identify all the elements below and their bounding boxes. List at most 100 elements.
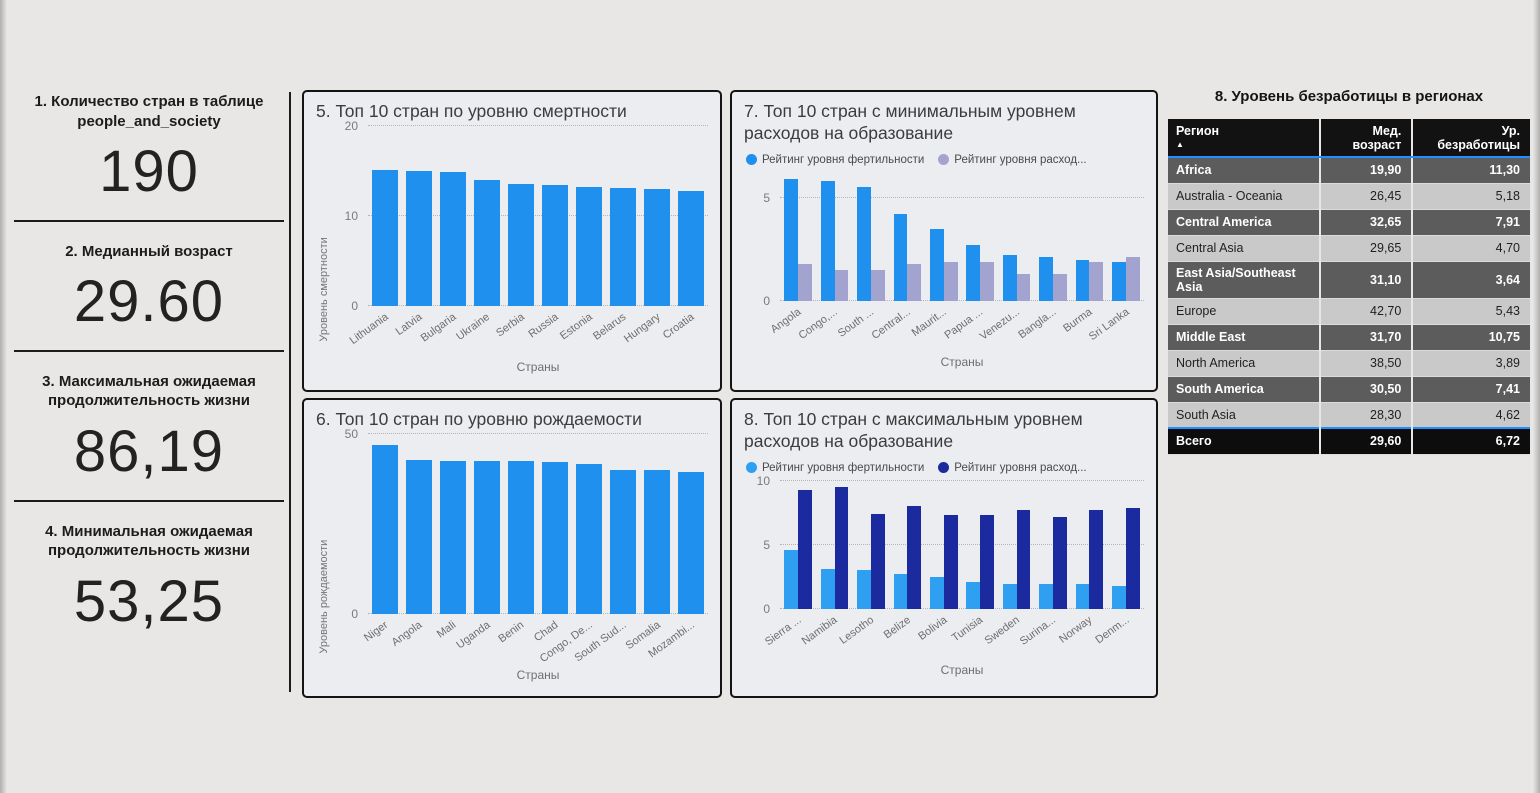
bar-Denm...[interactable]: [1125, 507, 1140, 609]
bar-Latvia[interactable]: [406, 171, 432, 307]
unemployment-cell: 4,62: [1411, 402, 1530, 429]
legend-item[interactable]: Рейтинг уровня расход...: [938, 154, 1087, 166]
bar-Russia[interactable]: [542, 184, 568, 307]
bar-Croatia[interactable]: [678, 191, 704, 307]
bar-slot: [572, 126, 606, 307]
bar-Sierra ...[interactable]: [798, 489, 813, 609]
bar-group: [610, 126, 636, 307]
table-row[interactable]: Middle East 31,70 10,75: [1168, 324, 1530, 351]
bar-Papua ...[interactable]: [966, 245, 981, 301]
kpi-title: 2. Медианный возраст: [65, 242, 233, 260]
column-header-unemployment[interactable]: Ур. безработицы: [1411, 119, 1530, 158]
bar-Burma[interactable]: [1075, 259, 1090, 301]
kpi-value: 29.60: [73, 269, 225, 335]
table-row[interactable]: Central Asia 29,65 4,70: [1168, 235, 1530, 262]
bar-Benin[interactable]: [508, 461, 534, 615]
bar-Bolivia[interactable]: [930, 576, 944, 609]
bar-Lithuania[interactable]: [372, 169, 398, 307]
bar-slot: [816, 481, 852, 609]
bar-Surina...[interactable]: [1053, 516, 1067, 609]
bar-Belarus[interactable]: [610, 187, 636, 307]
bar-Estonia[interactable]: [576, 186, 602, 307]
bar-Norway[interactable]: [1089, 510, 1104, 609]
bar-Belize[interactable]: [893, 574, 908, 609]
bar-slot: [1108, 481, 1144, 609]
bar-Denm...[interactable]: [1112, 585, 1126, 609]
bar-Tunisia[interactable]: [966, 581, 981, 609]
bar-Angola[interactable]: [784, 178, 799, 301]
legend-item[interactable]: Рейтинг уровня расход...: [938, 462, 1087, 474]
divider: [14, 499, 284, 502]
bar-Ukraine[interactable]: [474, 179, 500, 307]
bar-Maurit...[interactable]: [930, 228, 944, 301]
kpi-value: 190: [99, 139, 199, 204]
bar-Central...[interactable]: [907, 263, 922, 301]
bar-Hungary[interactable]: [644, 189, 670, 307]
bar-Mozambi...[interactable]: [678, 471, 704, 615]
median-age-cell: 30,50: [1319, 376, 1413, 403]
bar-slot: [470, 126, 504, 307]
bar-Sri Lanka[interactable]: [1112, 261, 1126, 301]
bar-Venezu...[interactable]: [1002, 255, 1017, 301]
bar-Namibia[interactable]: [834, 487, 849, 609]
bar-slot: [1108, 173, 1144, 301]
table-row[interactable]: South America 30,50 7,41: [1168, 376, 1530, 403]
bar-Angola[interactable]: [798, 263, 813, 301]
bar-Angola[interactable]: [406, 459, 432, 615]
regions-table: Регион ▲ Мед. возраст Ур. безработицы Af…: [1168, 119, 1530, 455]
table-row[interactable]: Central America 32,65 7,91: [1168, 209, 1530, 236]
bar-Sri Lanka[interactable]: [1125, 257, 1140, 301]
bar-Tunisia[interactable]: [980, 515, 995, 609]
bar-South ...[interactable]: [857, 187, 872, 301]
bar-Norway[interactable]: [1075, 584, 1090, 609]
plot-area: 0 5 10: [757, 474, 1144, 616]
bar-Congo,...[interactable]: [820, 181, 835, 301]
bar-Chad[interactable]: [542, 462, 568, 615]
bar-Bolivia[interactable]: [943, 515, 958, 609]
table-row[interactable]: Europe 42,70 5,43: [1168, 298, 1530, 325]
bar-Namibia[interactable]: [820, 569, 835, 609]
bar-Papua ...[interactable]: [980, 261, 995, 301]
bar-Serbia[interactable]: [508, 184, 534, 307]
table-row[interactable]: East Asia/Southeast Asia 31,10 3,64: [1168, 261, 1530, 299]
bar-Central...[interactable]: [893, 214, 908, 301]
bar-Venezu...[interactable]: [1016, 273, 1031, 301]
bar-group: [440, 126, 466, 307]
bar-Bangla...[interactable]: [1039, 257, 1054, 301]
bar-group: [930, 481, 958, 609]
bar-Sierra ...[interactable]: [784, 549, 799, 609]
legend-item[interactable]: Рейтинг уровня фертильности: [746, 154, 924, 166]
bar-Bangla...[interactable]: [1053, 273, 1067, 301]
bar-Mali[interactable]: [440, 460, 466, 615]
bar-Sweden[interactable]: [1002, 584, 1017, 609]
bar-Bulgaria[interactable]: [440, 172, 466, 307]
table-row[interactable]: Africa 19,90 11,30: [1168, 157, 1530, 184]
bar-Niger[interactable]: [372, 444, 398, 615]
bar-South Sud...[interactable]: [610, 469, 636, 615]
bar-South ...[interactable]: [871, 269, 885, 301]
bar-Lesotho[interactable]: [857, 570, 872, 609]
bar-group: [610, 434, 636, 615]
bar-Congo, De...[interactable]: [576, 463, 602, 615]
table-row[interactable]: North America 38,50 3,89: [1168, 350, 1530, 377]
bar-Surina...[interactable]: [1039, 584, 1054, 609]
bar-Uganda[interactable]: [474, 461, 500, 615]
table-row[interactable]: South Asia 28,30 4,62: [1168, 402, 1530, 429]
column-header-median-age[interactable]: Мед. возраст: [1319, 119, 1413, 158]
bar-Lesotho[interactable]: [871, 514, 885, 609]
bar-Maurit...[interactable]: [943, 261, 958, 301]
table-row[interactable]: Australia - Oceania 26,45 5,18: [1168, 183, 1530, 210]
unemployment-cell: 5,43: [1411, 298, 1530, 325]
bar-Somalia[interactable]: [644, 470, 670, 615]
bar-slot: [674, 126, 708, 307]
bar-slot: [538, 434, 572, 615]
gridline: [368, 215, 708, 217]
bar-slot: [889, 173, 925, 301]
x-tick-slot: Uganda: [454, 616, 504, 668]
legend-item[interactable]: Рейтинг уровня фертильности: [746, 462, 924, 474]
bar-Belize[interactable]: [907, 506, 922, 609]
bar-Sweden[interactable]: [1016, 510, 1031, 609]
bar-Congo,...[interactable]: [834, 269, 849, 301]
column-header-region[interactable]: Регион ▲: [1168, 119, 1321, 158]
bar-Burma[interactable]: [1089, 261, 1104, 301]
